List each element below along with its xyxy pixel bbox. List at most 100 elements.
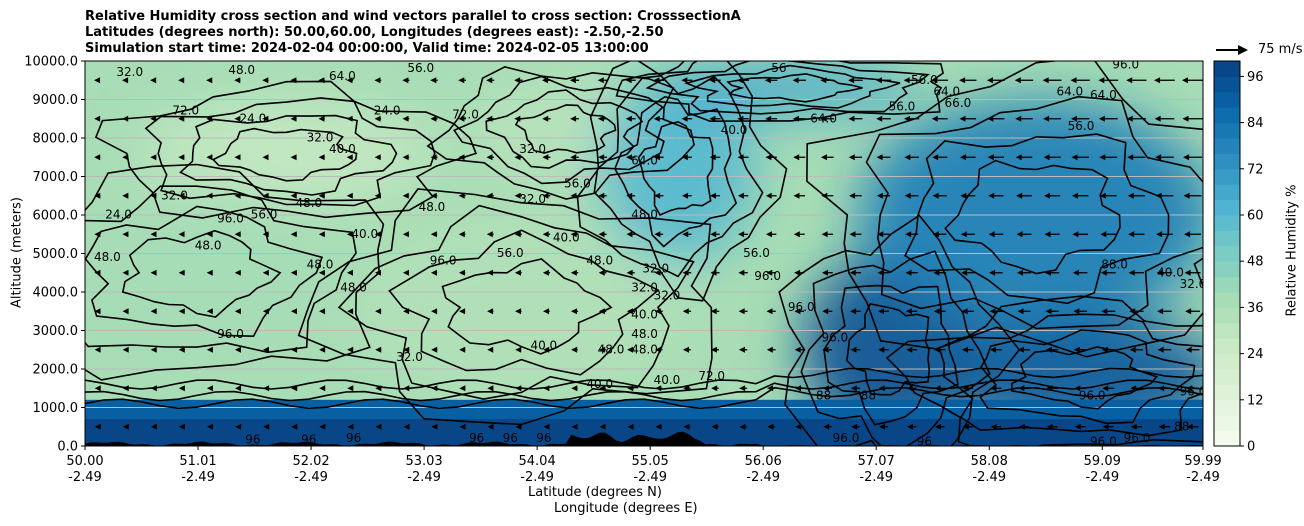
wind-vector-head bbox=[597, 115, 604, 122]
wind-vector-head bbox=[961, 308, 968, 315]
wind-vector-head bbox=[987, 115, 994, 122]
wind-vector-head bbox=[234, 231, 241, 238]
colorbar-step bbox=[1214, 384, 1240, 401]
wind-vector-head bbox=[1128, 269, 1135, 276]
wind-vector-head bbox=[571, 346, 578, 353]
contour-label: 32.0 bbox=[116, 65, 143, 79]
wind-vector-head bbox=[486, 115, 493, 122]
colorbar-tick-label: 60 bbox=[1247, 209, 1264, 224]
wind-vector-head bbox=[903, 77, 910, 84]
contour-label: 64.0 bbox=[1056, 84, 1083, 98]
wind-vector-head bbox=[234, 192, 241, 199]
contour-lines bbox=[85, 61, 1203, 446]
contour-label: 56.0 bbox=[564, 177, 591, 191]
contour-label: 32.0 bbox=[161, 188, 188, 202]
wind-vector-head bbox=[346, 192, 353, 199]
wind-vector-head bbox=[402, 77, 409, 84]
contour-label: 48.0 bbox=[94, 250, 121, 264]
contour-label: 96.0 bbox=[1124, 431, 1151, 445]
x-tick-label-lat: 52.02 bbox=[292, 454, 329, 469]
wind-vector-head bbox=[822, 346, 829, 353]
wind-vector-head bbox=[570, 115, 577, 122]
wind-vector-head bbox=[683, 385, 690, 392]
wind-vector-head bbox=[850, 346, 857, 353]
wind-vector-head bbox=[459, 308, 466, 315]
colorbar-step bbox=[1214, 61, 1240, 77]
wind-vector-head bbox=[206, 308, 213, 315]
wind-vector-head bbox=[739, 385, 746, 392]
wind-vector-head bbox=[1044, 231, 1051, 238]
y-tick-label: 3000.0 bbox=[33, 324, 79, 339]
contour-label: 40.0 bbox=[631, 308, 658, 322]
wind-vector-head bbox=[487, 346, 494, 353]
wind-vector-head bbox=[487, 423, 494, 430]
wind-vector-head bbox=[122, 154, 129, 161]
wind-vector-head bbox=[1126, 77, 1133, 84]
wind-vector-head bbox=[178, 385, 185, 392]
wind-vector-head bbox=[654, 192, 661, 199]
contour-label: 56.0 bbox=[743, 246, 770, 260]
wind-vector-head bbox=[934, 385, 941, 392]
wind-vector-head bbox=[1044, 192, 1051, 199]
wind-vector-head bbox=[262, 346, 269, 353]
wind-vector-head bbox=[960, 231, 967, 238]
wind-vector-head bbox=[1129, 346, 1136, 353]
wind-vector-head bbox=[1016, 192, 1023, 199]
wind-vector-head bbox=[655, 385, 662, 392]
wind-vector-head bbox=[458, 269, 465, 276]
wind-vector-head bbox=[767, 423, 774, 430]
wind-vector-head bbox=[932, 192, 939, 199]
contour-label: 56 bbox=[771, 61, 786, 75]
y-tick-label: 10000.0 bbox=[24, 55, 78, 70]
contour-line bbox=[944, 159, 1121, 275]
wind-vector-head bbox=[820, 77, 827, 84]
wind-vector-head bbox=[234, 308, 241, 315]
x-tick-label-lat: 58.08 bbox=[971, 454, 1008, 469]
contour-label: 48.0 bbox=[340, 281, 367, 295]
plot-area: 32.0 48.0 56.072.024.024.032.040.072.032.0… bbox=[84, 60, 1204, 447]
wind-vector-head bbox=[375, 346, 382, 353]
wind-vector-head bbox=[569, 77, 576, 84]
wind-vector-head bbox=[374, 115, 381, 122]
wind-vector-head bbox=[738, 346, 745, 353]
wind-vector-head bbox=[319, 308, 326, 315]
colorbar-tick-label: 36 bbox=[1247, 301, 1264, 316]
contour-label: 32.0 bbox=[654, 288, 681, 302]
wind-vector-head bbox=[711, 385, 718, 392]
contour-label: 64.0 bbox=[631, 154, 658, 168]
wind-vector-head bbox=[795, 423, 802, 430]
wind-vector-head bbox=[794, 269, 801, 276]
wind-vector-head bbox=[1070, 115, 1077, 122]
wind-vector-head bbox=[402, 269, 409, 276]
wind-vector-head bbox=[122, 115, 129, 122]
wind-vector-head bbox=[458, 231, 465, 238]
wind-vector-head bbox=[1130, 423, 1137, 430]
colorbar-step bbox=[1214, 245, 1240, 262]
wind-vector-head bbox=[178, 269, 185, 276]
wind-vector-head bbox=[571, 423, 578, 430]
contour-label: 32.0 bbox=[519, 142, 546, 156]
wind-vector-head bbox=[263, 423, 270, 430]
wind-vector-head bbox=[543, 385, 550, 392]
wind-vector-head bbox=[987, 154, 994, 161]
y-tick-label: 0.0 bbox=[57, 440, 78, 455]
contour-line bbox=[684, 64, 901, 109]
contour-label: 96 bbox=[346, 431, 361, 445]
wind-vector-head bbox=[1184, 231, 1191, 238]
colorbar-step bbox=[1214, 415, 1240, 432]
wind-vector-head bbox=[766, 269, 773, 276]
wind-vector-head bbox=[515, 385, 522, 392]
wind-vector-head bbox=[793, 154, 800, 161]
wind-vector-head bbox=[932, 231, 939, 238]
wind-vector-head bbox=[934, 423, 941, 430]
wind-vector-head bbox=[402, 231, 409, 238]
wind-vector-head bbox=[681, 154, 688, 161]
contour-line bbox=[615, 61, 945, 123]
wind-vector-head bbox=[430, 154, 437, 161]
wind-vector-head bbox=[931, 115, 938, 122]
wind-vector-head bbox=[235, 385, 242, 392]
wind-vector-head bbox=[375, 385, 382, 392]
wind-vector-head bbox=[989, 346, 996, 353]
wind-vector-head bbox=[234, 346, 241, 353]
wind-vector-head bbox=[682, 231, 689, 238]
